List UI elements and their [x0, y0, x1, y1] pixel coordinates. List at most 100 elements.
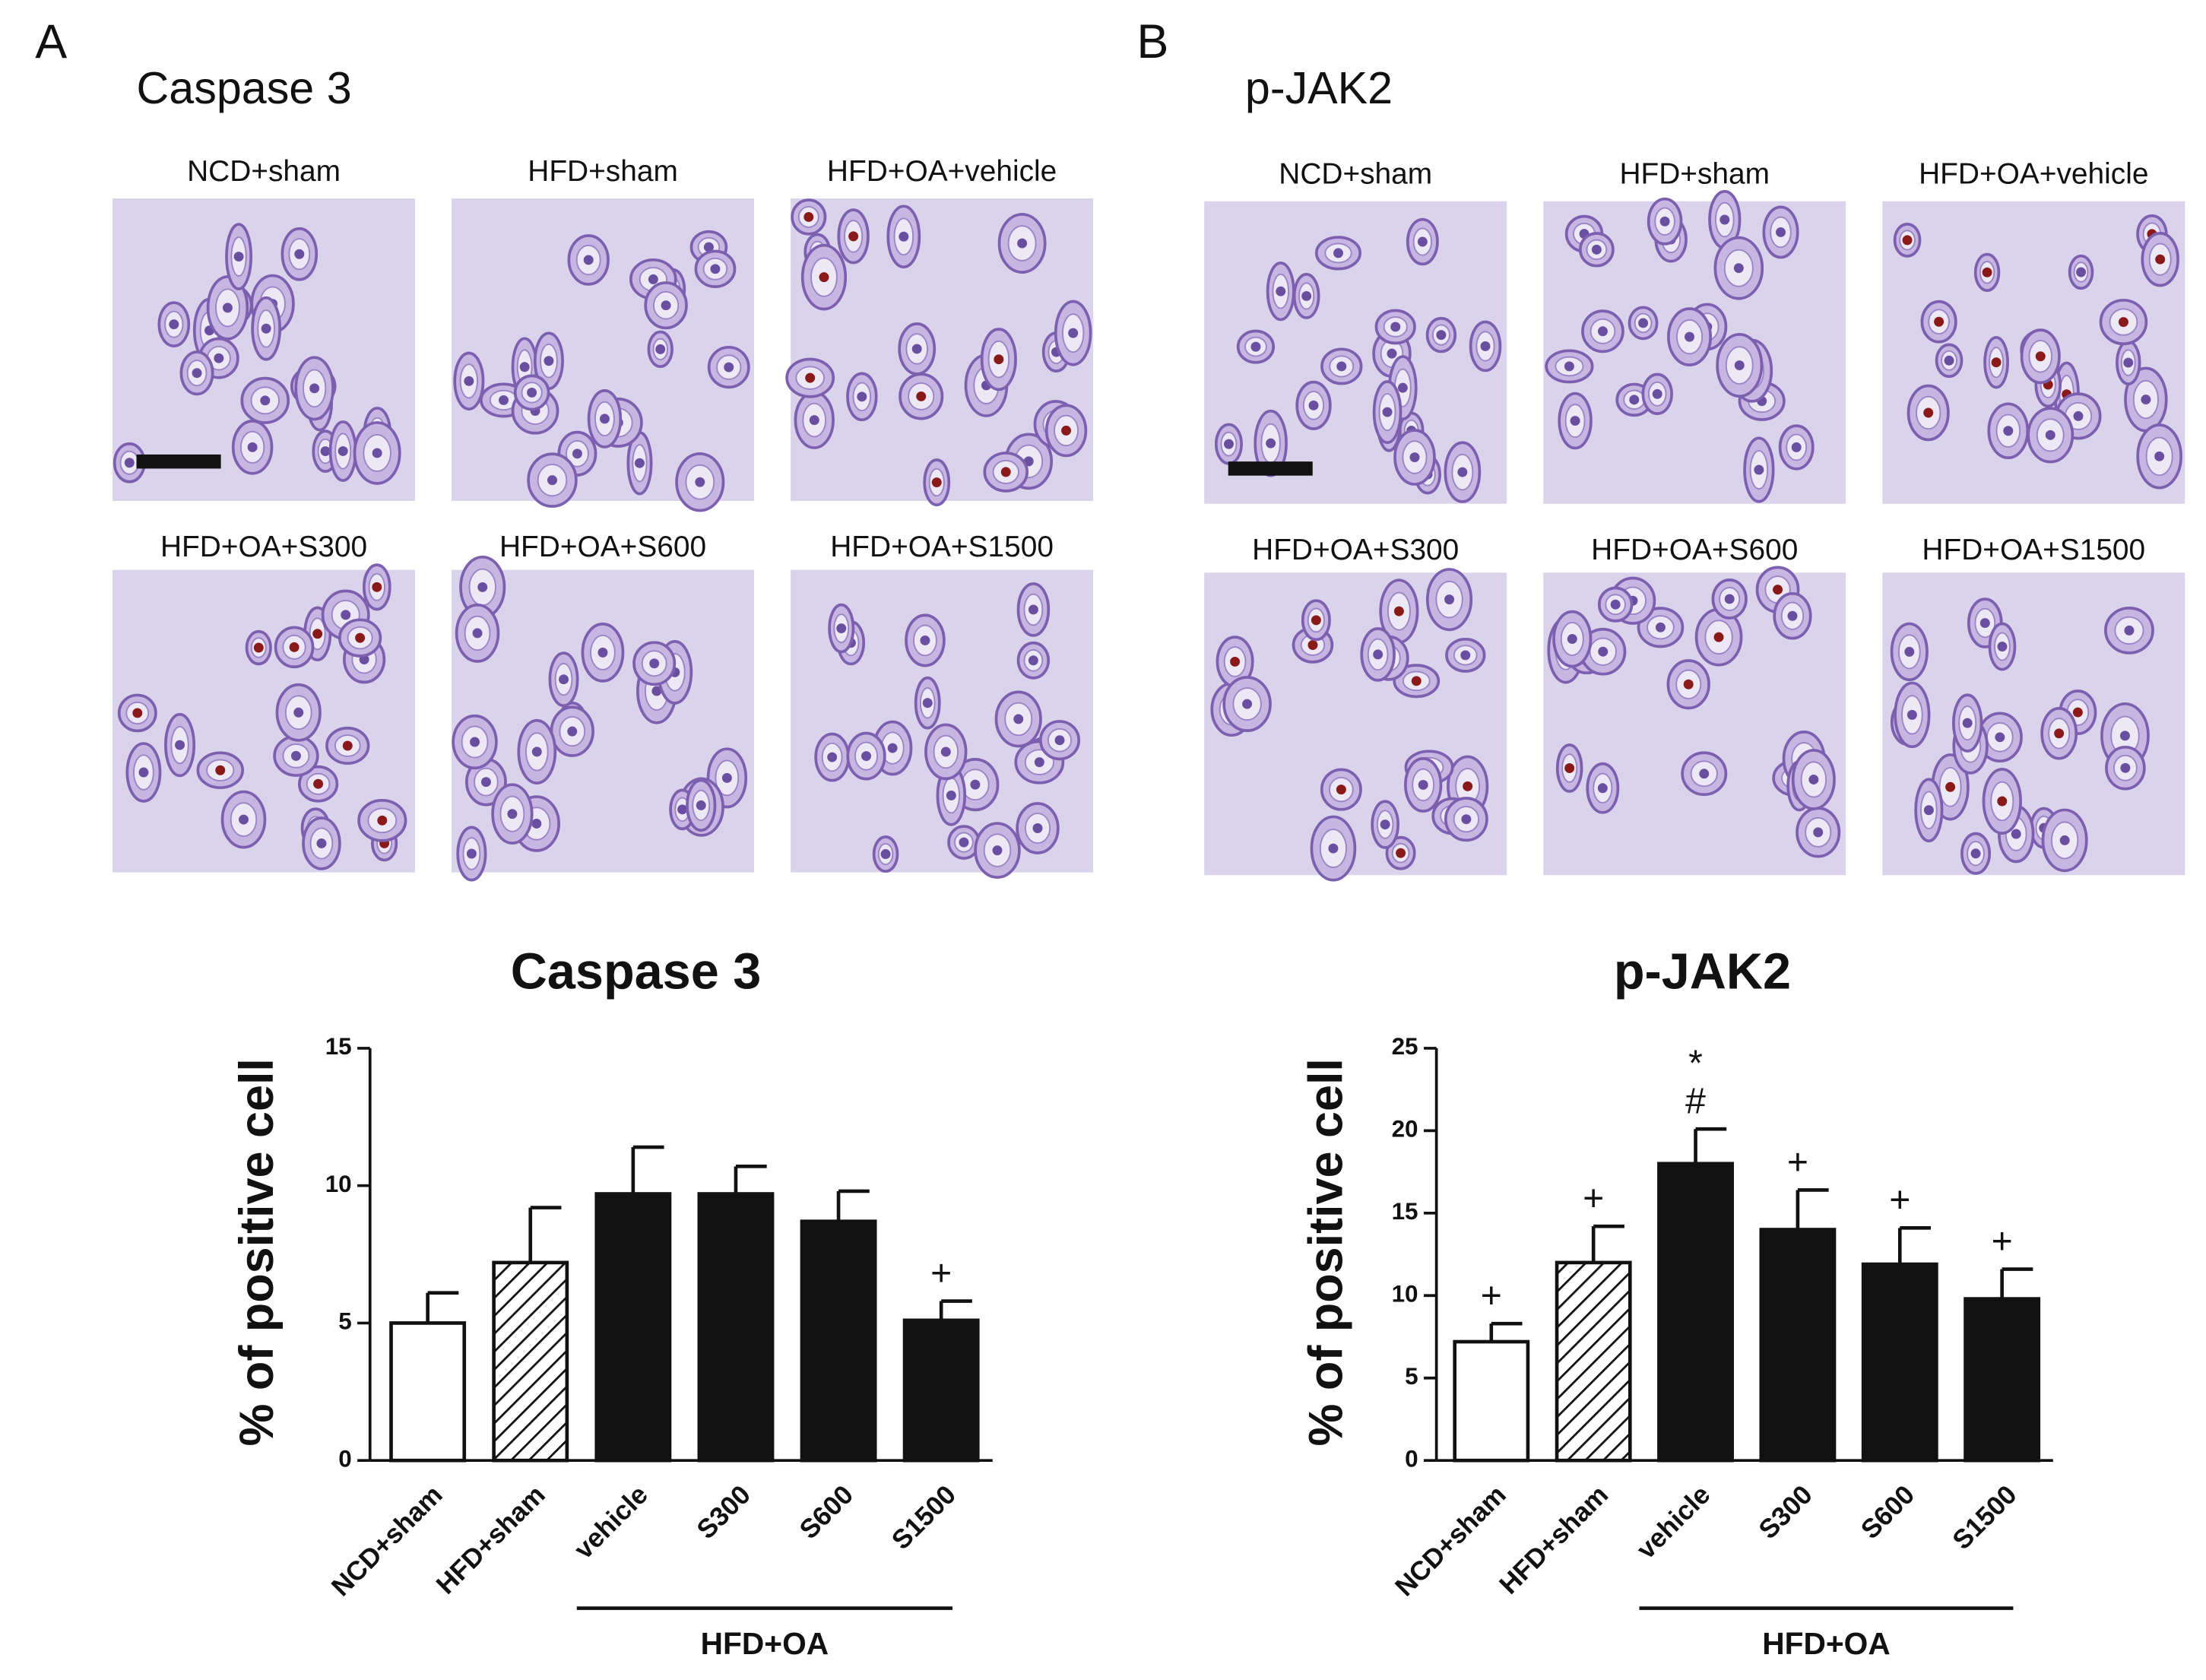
nucleus — [1417, 236, 1428, 247]
image-label: HFD+OA+S1500 — [830, 531, 1054, 563]
nucleus — [1000, 467, 1011, 477]
nucleus — [677, 804, 688, 815]
micrograph — [1882, 201, 2185, 504]
nucleus — [1382, 407, 1393, 417]
nucleus — [1754, 464, 1764, 475]
nucleus — [320, 446, 331, 457]
nucleus — [696, 800, 706, 810]
image-label: HFD+OA+S600 — [1591, 534, 1798, 566]
nucleus — [819, 272, 829, 283]
nucleus — [547, 475, 557, 486]
nucleus — [1308, 400, 1319, 410]
y-tick-label: 10 — [1392, 1281, 1418, 1308]
micrograph — [1204, 201, 1507, 504]
nucleus — [2011, 829, 2021, 839]
nucleus — [477, 582, 488, 592]
nucleus — [959, 837, 969, 848]
nucleus — [1944, 355, 1954, 366]
nucleus — [1734, 360, 1745, 371]
nucleus — [1463, 781, 1473, 791]
x-tick-label: S300 — [691, 1480, 756, 1545]
y-tick-label: 0 — [338, 1446, 352, 1472]
nucleus — [1461, 814, 1472, 825]
nucleus — [2072, 707, 2083, 718]
nucleus — [2120, 762, 2131, 773]
nucleus — [805, 372, 816, 383]
nucleus — [2119, 731, 2130, 741]
nucleus — [1808, 774, 1819, 785]
nucleus — [1597, 783, 1608, 794]
x-tick-label: S600 — [1856, 1480, 1921, 1545]
nucleus — [1336, 361, 1347, 372]
x-tick-label: HFD+sham — [1494, 1480, 1614, 1600]
x-tick-label: vehicle — [569, 1480, 654, 1565]
x-tick-label: vehicle — [1631, 1480, 1716, 1565]
significance-mark: + — [1889, 1180, 1910, 1221]
nucleus — [1991, 357, 2002, 368]
nucleus — [169, 319, 179, 330]
nucleus — [1276, 286, 1286, 296]
y-tick-label: 15 — [325, 1033, 352, 1060]
nucleus — [1997, 796, 2008, 807]
nucleus — [1436, 330, 1447, 341]
nucleus — [531, 819, 542, 829]
nucleus — [1034, 757, 1044, 768]
nucleus — [1301, 290, 1312, 301]
nucleus — [1242, 699, 1253, 709]
nucleus — [544, 356, 554, 366]
bar — [800, 1219, 877, 1463]
nucleus — [1054, 735, 1065, 746]
significance-mark: + — [1787, 1142, 1808, 1183]
micrograph — [113, 198, 415, 501]
nucleus — [970, 779, 981, 790]
significance-mark: + — [1583, 1178, 1604, 1219]
nucleus — [827, 752, 838, 762]
nucleus — [464, 376, 474, 386]
nucleus — [946, 790, 956, 800]
nucleus — [1659, 216, 1670, 227]
nucleus — [1564, 361, 1574, 372]
nucleus — [920, 635, 930, 645]
image-label: HFD+OA+S300 — [1252, 534, 1459, 566]
nucleus — [1017, 238, 1028, 249]
nucleus — [289, 642, 300, 652]
nucleus — [2076, 267, 2087, 277]
nucleus — [1733, 263, 1744, 274]
nucleus — [994, 354, 1004, 365]
significance-mark: + — [1992, 1221, 2013, 1262]
nucleus — [261, 323, 271, 334]
scale-bar — [136, 454, 221, 469]
nucleus — [1444, 594, 1455, 605]
nucleus — [1591, 244, 1602, 255]
nucleus — [260, 395, 271, 406]
x-tick-label: HFD+sham — [431, 1480, 551, 1600]
nucleus — [294, 249, 305, 259]
nucleus — [2035, 351, 2046, 362]
nucleus — [1411, 676, 1422, 686]
nucleus — [1390, 322, 1401, 332]
bar — [1555, 1260, 1632, 1463]
nucleus — [470, 737, 480, 747]
nucleus — [253, 642, 264, 653]
image-label: HFD+sham — [528, 155, 678, 188]
nucleus — [2073, 410, 2084, 421]
nucleus — [1397, 382, 1408, 393]
nucleus — [1387, 348, 1397, 359]
significance-mark: + — [930, 1253, 952, 1294]
nucleus — [1266, 438, 1276, 449]
micrograph — [1204, 568, 1507, 882]
nucleus — [1061, 425, 1072, 436]
bar — [1964, 1297, 2041, 1463]
nucleus — [1719, 214, 1730, 225]
nucleus — [338, 445, 348, 456]
nucleus — [583, 255, 594, 265]
nucleus — [239, 814, 249, 825]
y-tick-label: 25 — [1392, 1033, 1418, 1060]
nucleus — [1902, 235, 1913, 246]
micrograph — [785, 198, 1094, 506]
nucleus — [916, 391, 927, 401]
nucleus — [661, 300, 671, 311]
image-label: HFD+OA+vehicle — [827, 155, 1057, 188]
micrograph — [1882, 572, 2185, 876]
micrograph — [791, 569, 1094, 879]
